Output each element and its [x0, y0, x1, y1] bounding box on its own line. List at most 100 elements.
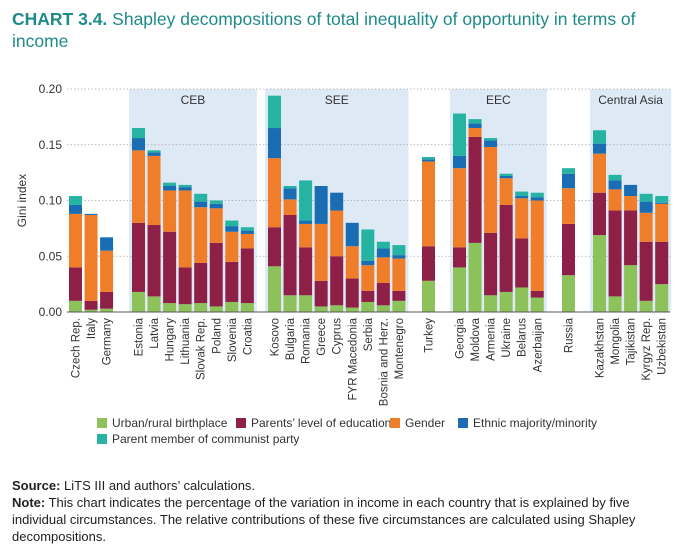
bar-segment	[268, 95, 281, 129]
bar-segment	[194, 303, 208, 312]
bar-stack	[593, 130, 606, 312]
bar-segment	[376, 257, 390, 284]
bar-stack	[453, 113, 466, 312]
bar-segment	[376, 305, 390, 312]
bar-segment	[69, 267, 82, 301]
bar-stack	[209, 200, 223, 312]
bar-segment	[84, 309, 98, 312]
bar-segment	[422, 161, 435, 247]
x-tick-label: Slovak Rep.	[196, 318, 208, 380]
bar-segment	[608, 210, 622, 297]
bar-stack	[240, 227, 254, 312]
bar-segment	[69, 196, 82, 205]
bar-segment	[655, 202, 669, 204]
bar-segment	[608, 189, 622, 211]
y-tick-label: 0.20	[39, 82, 63, 96]
bar-stack	[84, 213, 98, 312]
note-text: This chart indicates the percentage of t…	[12, 495, 636, 544]
bar-segment	[225, 220, 239, 227]
x-tick-label: Russia	[564, 317, 576, 353]
x-tick-label: Estonia	[134, 317, 146, 356]
bar-stack	[268, 95, 281, 312]
bar-segment	[655, 196, 669, 203]
bar-segment	[314, 223, 328, 281]
bar-segment	[530, 290, 544, 298]
x-tick-label: Cyprus	[332, 318, 344, 355]
bar-segment	[624, 210, 638, 266]
x-tick-label: Azerbaijan	[532, 318, 544, 372]
bar-segment	[132, 222, 145, 292]
bar-segment	[515, 196, 529, 199]
bar-segment	[268, 128, 281, 159]
bar-segment	[132, 128, 145, 139]
bar-segment	[639, 241, 653, 301]
bar-segment	[330, 305, 344, 312]
bar-segment	[147, 225, 161, 297]
bar-segment	[530, 200, 544, 291]
bar-segment	[345, 307, 359, 312]
bar-segment	[453, 247, 466, 268]
bar-segment	[84, 213, 98, 215]
x-tick-label: Poland	[211, 318, 223, 354]
bar-segment	[69, 204, 82, 214]
bar-segment	[562, 168, 575, 174]
bar-stack	[639, 193, 653, 312]
bar-segment	[499, 173, 513, 176]
legend-swatch	[97, 434, 107, 444]
bar-segment	[515, 198, 529, 239]
legend-swatch	[390, 418, 400, 428]
bar-segment	[209, 306, 223, 312]
x-tick-label: Serbia	[363, 317, 375, 351]
x-tick-label: Bulgaria	[285, 317, 297, 360]
bar-stack	[392, 245, 406, 312]
x-tick-label: Kazakhstan	[595, 318, 607, 378]
bar-segment	[392, 258, 406, 291]
bar-segment	[345, 222, 359, 247]
x-tick-label: FYR Macedonia	[347, 317, 359, 400]
bar-segment	[240, 233, 254, 249]
bar-segment	[147, 155, 161, 226]
bar-segment	[100, 250, 114, 292]
bar-segment	[562, 223, 575, 276]
bar-stack	[100, 237, 114, 312]
region-label: Central Asia	[598, 93, 663, 107]
bar-segment	[209, 242, 223, 307]
x-tick-label: Czech Rep.	[71, 318, 83, 378]
bar-stack	[132, 128, 145, 312]
bar-segment	[468, 119, 482, 124]
bar-segment	[240, 227, 254, 231]
chart-number: CHART 3.4.	[12, 9, 108, 29]
bar-segment	[225, 301, 239, 312]
bar-segment	[530, 192, 544, 198]
bar-segment	[209, 203, 223, 209]
x-tick-label: Romania	[301, 317, 313, 364]
bar-segment	[163, 190, 177, 232]
bar-segment	[163, 231, 177, 304]
x-tick-label: Montenegro	[394, 318, 406, 379]
bar-segment	[468, 128, 482, 137]
bars	[69, 95, 669, 312]
bar-segment	[530, 197, 544, 201]
x-tick-label: Turkey	[424, 318, 436, 353]
x-tick-label: Georgia	[455, 317, 467, 359]
bar-segment	[194, 201, 208, 208]
bar-segment	[499, 291, 513, 312]
x-tick-label: Croatia	[242, 317, 254, 355]
bar-segment	[361, 301, 375, 312]
bar-segment	[530, 297, 544, 312]
bar-segment	[624, 184, 638, 197]
bar-stack	[178, 184, 192, 312]
bar-segment	[484, 146, 498, 233]
x-tick-label: Belarus	[517, 318, 529, 357]
bar-segment	[132, 291, 145, 312]
source-text: LiTS III and authors’ calculations.	[64, 478, 256, 493]
bar-segment	[639, 300, 653, 312]
bar-segment	[314, 280, 328, 307]
bar-segment	[147, 152, 161, 156]
bar-segment	[468, 123, 482, 129]
bar-stack	[283, 186, 297, 312]
bar-segment	[147, 296, 161, 312]
bar-segment	[361, 265, 375, 291]
x-tick-label: Bosnia and Herz.	[378, 318, 390, 406]
bar-segment	[468, 136, 482, 243]
